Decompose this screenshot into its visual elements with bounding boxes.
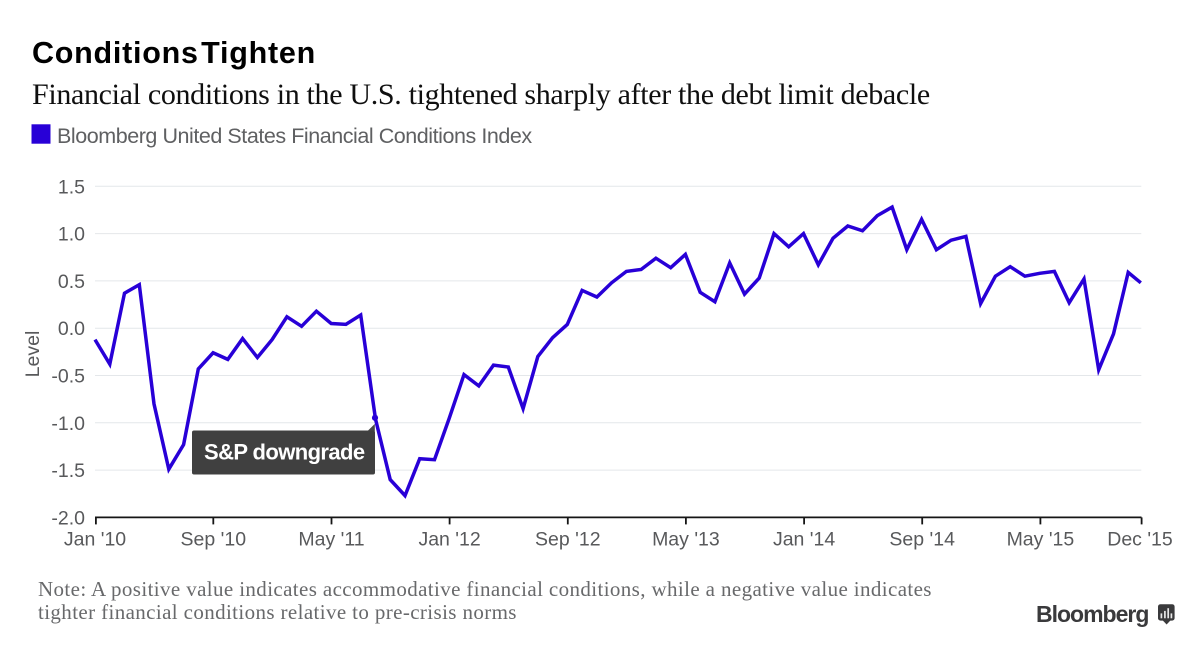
svg-text:-2.0: -2.0: [51, 507, 85, 529]
svg-text:Dec '15: Dec '15: [1107, 529, 1173, 551]
svg-text:Sep '10: Sep '10: [181, 529, 247, 551]
svg-text:Bloomberg: Bloomberg: [1036, 601, 1148, 627]
svg-text:-1.5: -1.5: [51, 460, 85, 482]
svg-text:tighter financial conditions r: tighter financial conditions relative to…: [38, 600, 517, 624]
svg-text:-0.5: -0.5: [51, 366, 85, 388]
svg-text:May '13: May '13: [652, 529, 720, 551]
svg-text:1.5: 1.5: [58, 176, 85, 198]
svg-text:May '11: May '11: [298, 529, 364, 551]
svg-text:Jan '14: Jan '14: [773, 529, 835, 551]
svg-text:1.0: 1.0: [58, 224, 85, 246]
svg-text:-1.0: -1.0: [51, 413, 85, 435]
svg-text:May '15: May '15: [1007, 529, 1075, 551]
svg-text:0.0: 0.0: [58, 318, 85, 340]
svg-text:Sep '12: Sep '12: [535, 529, 601, 551]
svg-text:Sep '14: Sep '14: [889, 529, 955, 551]
svg-text:Note: A positive value indicat: Note: A positive value indicates accommo…: [38, 577, 932, 601]
svg-text:Jan '10: Jan '10: [64, 529, 126, 551]
svg-text:Financial conditions in the U.: Financial conditions in the U.S. tighten…: [32, 78, 930, 111]
svg-text:Bloomberg United States Financ: Bloomberg United States Financial Condit…: [57, 124, 532, 148]
svg-text:0.5: 0.5: [58, 271, 85, 293]
svg-text:Level: Level: [22, 331, 44, 378]
svg-text:Jan '12: Jan '12: [418, 529, 480, 551]
svg-text:S&P downgrade: S&P downgrade: [204, 440, 365, 465]
svg-text:Conditions Tighten: Conditions Tighten: [32, 36, 316, 70]
